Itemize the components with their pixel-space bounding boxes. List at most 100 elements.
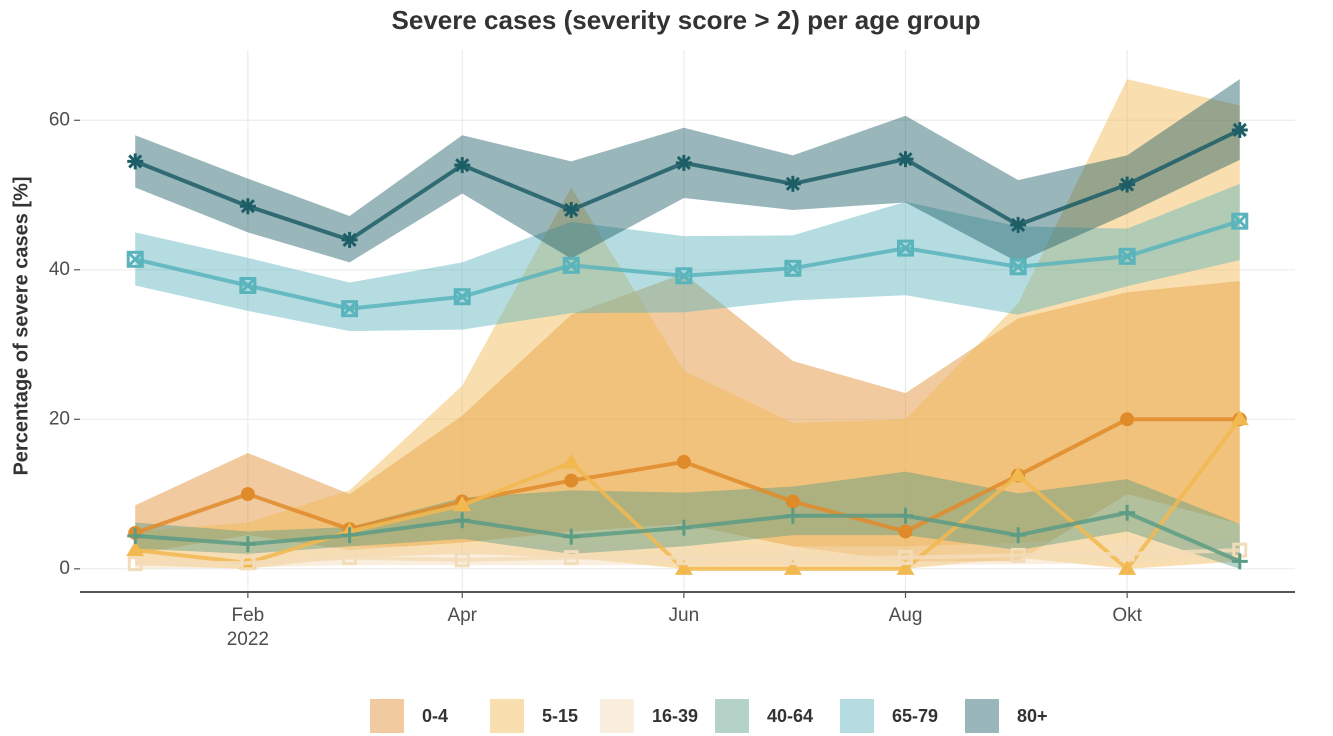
point [675,267,693,285]
marker-shape [1010,547,1026,563]
point [127,527,144,544]
point [240,487,255,502]
point [784,507,801,524]
point [563,528,580,545]
marker-shape [783,559,802,575]
marker-shape [563,550,579,566]
point [1010,547,1026,563]
ribbon [135,273,1240,562]
marker-stroke [676,155,691,170]
marker-shape [342,550,358,566]
plot-area [126,79,1249,575]
point [1119,176,1136,193]
x-tick-label: Apr [447,605,477,626]
point [783,559,802,575]
point [127,153,144,170]
marker-stroke [785,176,800,191]
marker-shape [1230,410,1249,426]
point [784,259,802,277]
point [674,559,693,575]
point [239,276,257,294]
point [127,556,143,572]
point [341,527,358,544]
point [1119,546,1135,562]
marker-stroke [341,300,358,317]
marker-shape [562,453,581,469]
point [563,550,579,566]
marker-shape [454,552,470,568]
point [239,198,256,215]
legend-label: 5-15 [542,706,578,726]
point [239,536,256,553]
marker-stroke [127,251,144,268]
point [897,151,914,168]
point [453,288,471,306]
marker-shape [1120,412,1135,427]
point [341,300,359,318]
marker-stroke [240,199,255,214]
point [897,507,914,524]
point [454,552,470,568]
point [898,524,913,539]
y-tick-label: 60 [49,109,70,130]
marker-shape [1231,212,1249,230]
marker-stroke [1231,213,1248,230]
marker-shape [239,276,257,294]
point [676,454,691,469]
marker-shape [562,256,580,274]
legend-label: 40-64 [767,706,813,726]
point [240,555,256,571]
legend-label: 16-39 [652,706,698,726]
marker-stroke [1232,122,1247,138]
marker-stroke [1119,248,1136,265]
point [784,175,801,192]
marker-stroke [342,232,357,247]
marker-shape [676,454,691,469]
legend-key [490,699,524,733]
point [1119,504,1136,521]
x-tick-label: Jun [669,605,700,626]
marker-shape [676,550,692,566]
point [562,453,581,469]
point [126,541,145,557]
marker-stroke [675,267,692,284]
marker-stroke [1011,217,1026,232]
marker-shape [674,559,693,575]
legend-label: 80+ [1017,706,1048,726]
marker-shape [785,550,801,566]
marker-shape [1119,546,1135,562]
marker-shape [240,487,255,502]
marker-stroke [1120,177,1135,192]
point [564,473,579,488]
point [675,519,692,536]
marker-shape [1009,466,1028,482]
marker-stroke [898,152,913,167]
point [898,550,914,566]
marker-shape [240,555,256,571]
point [1009,258,1027,276]
marker-shape [675,267,693,285]
point [785,550,801,566]
marker-stroke [455,158,470,173]
ribbon [135,183,1240,332]
marker-stroke [128,154,143,169]
y-tick-label: 20 [49,408,70,429]
marker-shape [1009,258,1027,276]
marker-stroke [564,202,579,218]
point [341,231,358,248]
point [1118,247,1136,265]
marker-stroke [563,257,580,274]
point [563,201,580,218]
axes: 0 20 40 60 Feb 2022 Apr Jun Aug Okt [49,109,1295,650]
legend-label: 0-4 [422,706,448,726]
ribbon [135,471,1240,569]
marker-shape [453,288,471,306]
point [1010,527,1027,544]
y-tick-label: 40 [49,259,70,280]
marker-shape [785,494,800,509]
marker-shape [897,239,915,257]
legend-key [370,699,404,733]
x-tick-label: Aug [889,605,923,626]
point [785,494,800,509]
marker-shape [564,473,579,488]
